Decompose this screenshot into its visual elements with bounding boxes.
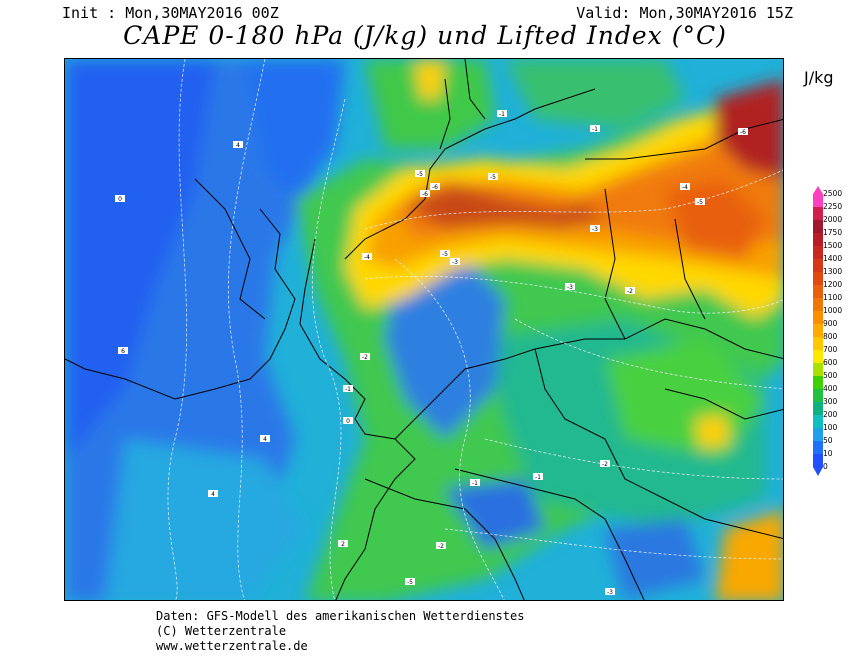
colorbar-level-label: 0 — [823, 462, 828, 471]
colorbar-swatch — [813, 350, 823, 363]
colorbar-level-label: 1000 — [823, 306, 843, 315]
colorbar-level-label: 2000 — [823, 215, 843, 224]
colorbar-level-label: 1300 — [823, 267, 843, 276]
colorbar-swatch — [813, 194, 823, 207]
cape-map: -5 -6 -5 -6 -4 -5 -3 -3 -4 -5 -6 -2 -3 -… — [64, 58, 784, 601]
colorbar-level-label: 400 — [823, 384, 838, 393]
li-label-minus1-c: -1 — [345, 386, 351, 393]
colorbar-level-label: 10 — [823, 449, 833, 458]
li-label-minus1-a: -1 — [499, 111, 505, 118]
colorbar-swatch — [813, 415, 823, 428]
valid-time-label: Valid: Mon,30MAY2016 15Z — [576, 4, 793, 22]
colorbar-swatch — [813, 207, 823, 220]
li-label-minus6-c: -6 — [740, 129, 746, 136]
colorbar-level-label: 1500 — [823, 241, 843, 250]
map-title: CAPE 0-180 hPa (J/kg) und Lifted Index (… — [123, 21, 727, 50]
footer: Daten: GFS-Modell des amerikanischen Wet… — [156, 609, 524, 654]
colorbar-level-label: 700 — [823, 345, 838, 354]
li-label-0-a: 0 — [118, 196, 122, 203]
colorbar-swatch — [813, 376, 823, 389]
li-label-2-a: 2 — [341, 541, 345, 548]
colorbar-swatch — [813, 428, 823, 441]
colorbar-swatch — [813, 363, 823, 376]
li-label-minus1-b: -1 — [592, 126, 598, 133]
colorbar-level-label: 100 — [823, 423, 838, 432]
li-label-minus3-b: -3 — [592, 226, 598, 233]
li-label-minus3-d: -3 — [607, 589, 613, 596]
colorbar-swatch — [813, 233, 823, 246]
li-label-minus4-a: -4 — [364, 254, 370, 261]
colorbar-swatch — [813, 285, 823, 298]
colorbar-swatch — [813, 246, 823, 259]
li-label-minus6-b: -6 — [422, 191, 428, 198]
li-label-4-c: 4 — [211, 491, 215, 498]
li-label-minus2-c: -2 — [602, 461, 608, 468]
colorbar-level-label: 800 — [823, 332, 838, 341]
colorbar-level-label: 2500 — [823, 189, 843, 198]
li-label-6-a: 6 — [121, 348, 125, 355]
li-label-4-a: 4 — [263, 436, 267, 443]
colorbar-unit: J/kg — [804, 68, 834, 87]
footer-data-source: Daten: GFS-Modell des amerikanischen Wet… — [156, 609, 525, 623]
colorbar-swatch — [813, 402, 823, 415]
colorbar-level-label: 2250 — [823, 202, 843, 211]
colorbar-level-label: 1400 — [823, 254, 843, 263]
colorbar-swatch — [813, 298, 823, 311]
li-label-minus5-e: -5 — [407, 579, 413, 586]
li-label-0-b: 0 — [346, 418, 350, 425]
colorbar-swatch — [813, 454, 823, 467]
colorbar-swatch — [813, 311, 823, 324]
colorbar-bottom-arrow — [813, 467, 823, 476]
colorbar-level-label: 600 — [823, 358, 838, 367]
li-label-minus5-a: -5 — [417, 171, 423, 178]
cape-field: -5 -6 -5 -6 -4 -5 -3 -3 -4 -5 -6 -2 -3 -… — [65, 59, 783, 600]
li-label-minus5-b: -5 — [490, 174, 496, 181]
colorbar-swatch — [813, 441, 823, 454]
li-label-minus5-d: -5 — [697, 199, 703, 206]
colorbar-level-label: 50 — [823, 436, 833, 445]
colorbar-swatch — [813, 389, 823, 402]
li-label-minus1-e: -1 — [535, 474, 541, 481]
li-label-minus1-d: -1 — [472, 480, 478, 487]
li-label-minus5-c: -5 — [442, 251, 448, 258]
li-label-minus3-a: -3 — [452, 259, 458, 266]
li-label-minus2-d: -2 — [438, 543, 444, 550]
li-label-minus4-b: -4 — [682, 184, 688, 191]
colorbar-level-label: 1750 — [823, 228, 843, 237]
colorbar-swatch — [813, 324, 823, 337]
li-label-minus2-a: -2 — [627, 288, 633, 295]
init-time-label: Init : Mon,30MAY2016 00Z — [62, 4, 279, 22]
li-label-minus6-a: -6 — [432, 184, 438, 191]
colorbar-level-label: 900 — [823, 319, 838, 328]
colorbar-swatch — [813, 337, 823, 350]
colorbar-level-label: 500 — [823, 371, 838, 380]
colorbar-level-label: 1200 — [823, 280, 843, 289]
colorbar-swatch — [813, 220, 823, 233]
colorbar-level-label: 200 — [823, 410, 838, 419]
li-label-minus3-c: -3 — [567, 284, 573, 291]
colorbar-swatch — [813, 259, 823, 272]
colorbar — [813, 186, 823, 476]
footer-copyright: (C) Wetterzentrale — [156, 624, 287, 638]
li-label-4-b: 4 — [236, 142, 240, 149]
colorbar-level-label: 300 — [823, 397, 838, 406]
colorbar-top-arrow — [813, 186, 823, 194]
li-label-minus2-b: -2 — [362, 354, 368, 361]
footer-website: www.wetterzentrale.de — [156, 639, 308, 653]
colorbar-swatch — [813, 272, 823, 285]
colorbar-level-label: 1100 — [823, 293, 843, 302]
